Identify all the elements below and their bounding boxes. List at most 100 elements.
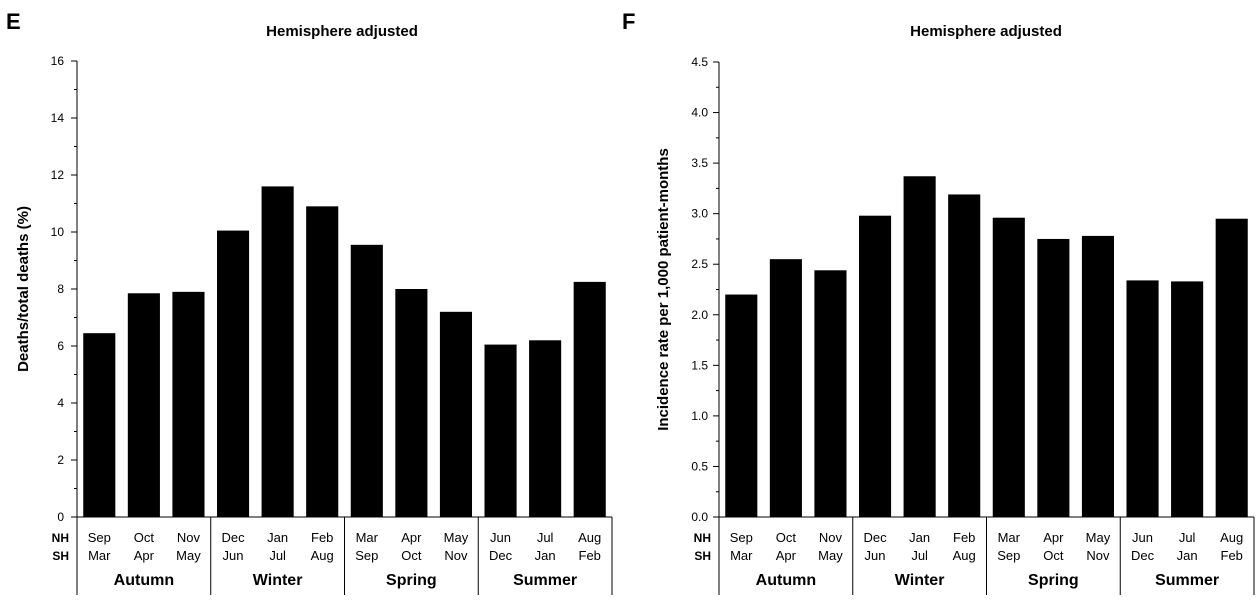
bar-dec xyxy=(858,215,892,517)
bar-jun xyxy=(1126,280,1159,517)
x-tick-label-nh: Jun xyxy=(490,530,511,545)
y-tick-label: 6 xyxy=(57,339,64,353)
x-tick-label-nh: Mar xyxy=(998,530,1021,545)
bar-jul xyxy=(1171,281,1204,517)
x-tick-label-nh: Feb xyxy=(311,530,333,545)
y-axis-label: Incidence rate per 1,000 patient-months xyxy=(655,148,672,431)
nh-row-label: NH xyxy=(694,531,711,545)
season-label: Summer xyxy=(513,572,577,589)
x-tick-label-sh: Sep xyxy=(997,548,1020,563)
x-tick-label-sh: Aug xyxy=(311,548,334,563)
y-tick-label: 4.0 xyxy=(691,106,708,120)
y-tick-label: 2.0 xyxy=(691,308,708,322)
bar-may xyxy=(1081,235,1115,517)
x-tick-label-sh: Apr xyxy=(134,548,155,563)
season-label: Spring xyxy=(1028,572,1079,589)
x-tick-label-nh: Apr xyxy=(1043,530,1064,545)
x-tick-label-sh: Oct xyxy=(1043,548,1064,563)
sh-row-label: SH xyxy=(52,549,69,563)
bar-sep xyxy=(725,294,758,517)
season-label: Autumn xyxy=(114,572,174,589)
x-tick-label-nh: May xyxy=(1086,530,1111,545)
bar-oct xyxy=(769,259,802,517)
chart-title: Hemisphere adjusted xyxy=(266,23,418,40)
bar-may xyxy=(439,311,473,517)
x-tick-label-nh: Jun xyxy=(1132,530,1153,545)
season-label: Summer xyxy=(1155,572,1219,589)
y-tick-label: 1.0 xyxy=(691,409,708,423)
y-tick-label: 0.0 xyxy=(691,510,708,524)
y-tick-label: 16 xyxy=(51,54,65,68)
y-tick-label: 4.5 xyxy=(691,55,708,69)
y-tick-label: 1.5 xyxy=(691,358,708,372)
y-tick-label: 2 xyxy=(57,453,64,467)
x-tick-label-sh: Sep xyxy=(355,548,378,563)
bar-feb xyxy=(948,194,981,517)
bar-aug xyxy=(573,281,606,517)
x-tick-label-sh: Mar xyxy=(88,548,111,563)
x-tick-label-sh: May xyxy=(818,548,843,563)
x-tick-label-sh: Nov xyxy=(1086,548,1110,563)
y-axis-label: Deaths/total deaths (%) xyxy=(15,206,32,372)
x-tick-label-sh: Oct xyxy=(401,548,422,563)
y-tick-label: 3.0 xyxy=(691,207,708,221)
x-tick-label-sh: Jan xyxy=(1177,548,1198,563)
x-tick-label-sh: Jul xyxy=(911,548,928,563)
x-tick-label-sh: May xyxy=(176,548,201,563)
bar-mar xyxy=(350,244,383,517)
bar-apr xyxy=(395,289,428,517)
y-tick-label: 3.5 xyxy=(691,156,708,170)
nh-row-label: NH xyxy=(52,531,69,545)
x-tick-label-sh: Nov xyxy=(444,548,468,563)
chart-panel-e: E Hemisphere adjusted Deaths/total deaths … xyxy=(6,9,613,595)
x-tick-label-nh: Jan xyxy=(267,530,288,545)
y-tick-label: 8 xyxy=(57,282,64,296)
x-tick-label-nh: Dec xyxy=(221,530,245,545)
bar-sep xyxy=(83,333,116,517)
x-tick-label-nh: Dec xyxy=(863,530,887,545)
x-tick-label-nh: Aug xyxy=(578,530,601,545)
x-tick-label-nh: Sep xyxy=(88,530,111,545)
x-tick-label-nh: Oct xyxy=(776,530,797,545)
x-tick-label-nh: Jan xyxy=(909,530,930,545)
bar-jun xyxy=(484,344,517,517)
x-tick-label-sh: Feb xyxy=(579,548,601,563)
x-tick-label-nh: Mar xyxy=(356,530,379,545)
bar-aug xyxy=(1215,218,1248,517)
x-tick-label-sh: Jul xyxy=(269,548,286,563)
x-tick-label-sh: Dec xyxy=(489,548,513,563)
y-tick-label: 0.5 xyxy=(691,459,708,473)
panel-letter: F xyxy=(622,9,635,34)
x-tick-label-nh: Jul xyxy=(1179,530,1196,545)
x-tick-label-sh: Aug xyxy=(953,548,976,563)
x-tick-label-nh: Sep xyxy=(730,530,753,545)
x-tick-label-nh: Apr xyxy=(401,530,422,545)
chart-title: Hemisphere adjusted xyxy=(910,23,1062,40)
x-tick-label-nh: Jul xyxy=(537,530,554,545)
x-tick-label-sh: Apr xyxy=(776,548,797,563)
season-label: Autumn xyxy=(756,572,816,589)
bar-dec xyxy=(216,230,250,517)
bar-jan xyxy=(261,186,294,517)
chart-panel-f: F Hemisphere adjusted Incidence rate per 1… xyxy=(622,9,1255,595)
y-tick-label: 2.5 xyxy=(691,257,708,271)
x-tick-label-sh: Feb xyxy=(1221,548,1243,563)
y-tick-label: 14 xyxy=(51,111,65,125)
bar-oct xyxy=(127,293,160,517)
season-label: Winter xyxy=(895,572,945,589)
sh-row-label: SH xyxy=(694,549,711,563)
x-tick-label-nh: May xyxy=(444,530,469,545)
bar-nov xyxy=(172,291,205,517)
y-tick-label: 12 xyxy=(51,168,65,182)
panel-letter: E xyxy=(6,9,21,34)
bar-jan xyxy=(903,176,936,517)
x-tick-label-nh: Oct xyxy=(134,530,155,545)
x-tick-label-sh: Dec xyxy=(1131,548,1155,563)
bar-nov xyxy=(814,270,847,517)
bar-apr xyxy=(1037,238,1070,517)
season-label: Spring xyxy=(386,572,437,589)
bar-jul xyxy=(529,340,562,517)
x-tick-label-nh: Aug xyxy=(1220,530,1243,545)
x-tick-label-nh: Nov xyxy=(819,530,843,545)
